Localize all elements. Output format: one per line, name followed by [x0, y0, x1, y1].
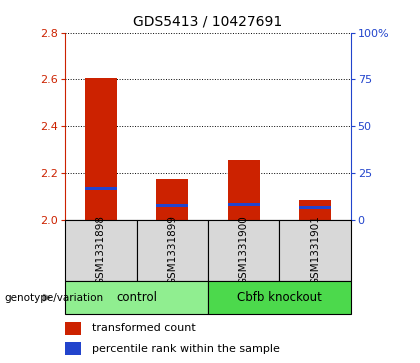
Bar	[156, 204, 188, 208]
Bar	[65, 220, 136, 281]
Bar	[156, 179, 188, 220]
Bar	[299, 200, 331, 220]
Text: GSM1331901: GSM1331901	[310, 216, 320, 285]
Bar	[228, 160, 260, 220]
Bar	[65, 281, 208, 314]
Bar	[299, 206, 331, 209]
Title: GDS5413 / 10427691: GDS5413 / 10427691	[133, 15, 283, 29]
Text: transformed count: transformed count	[92, 323, 196, 334]
Text: GSM1331900: GSM1331900	[239, 216, 249, 285]
Bar	[279, 220, 351, 281]
Text: control: control	[116, 291, 157, 304]
Text: GSM1331899: GSM1331899	[167, 216, 177, 285]
Bar	[208, 220, 279, 281]
Text: genotype/variation: genotype/variation	[4, 293, 103, 303]
Bar	[85, 78, 117, 220]
Bar	[228, 203, 260, 206]
Bar	[85, 187, 117, 190]
Text: Cbfb knockout: Cbfb knockout	[237, 291, 322, 304]
Text: percentile rank within the sample: percentile rank within the sample	[92, 343, 280, 354]
Text: GSM1331898: GSM1331898	[96, 216, 106, 285]
Bar	[65, 322, 81, 335]
Bar	[136, 220, 208, 281]
Bar	[208, 281, 351, 314]
Bar	[65, 342, 81, 355]
